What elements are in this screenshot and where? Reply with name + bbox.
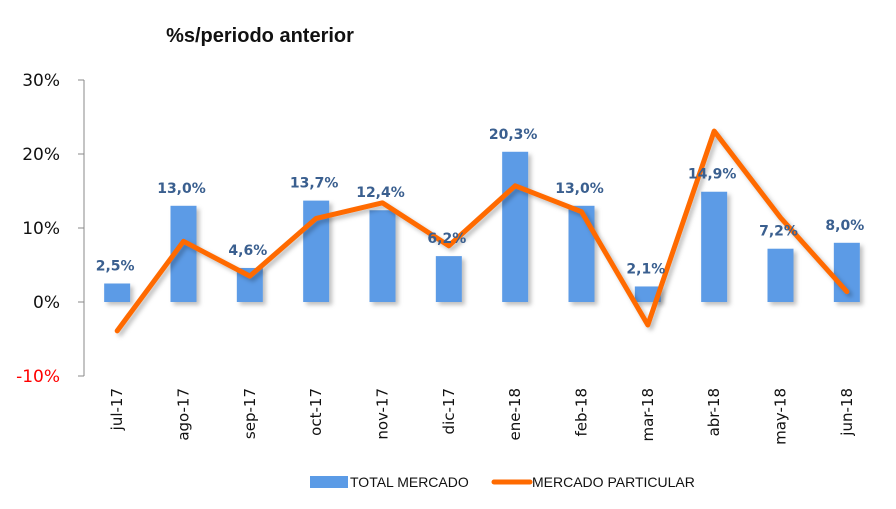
data-label-ago-17: 13,0% xyxy=(157,181,206,197)
y-tick-label: 30% xyxy=(22,71,60,91)
data-label-sep-17: 4,6% xyxy=(228,243,267,259)
legend-label-mercado-particular: MERCADO PARTICULAR xyxy=(532,474,695,490)
x-tick-label: oct-17 xyxy=(307,388,325,436)
x-tick-label: abr-18 xyxy=(705,388,723,436)
bar-series xyxy=(104,151,860,302)
y-tick-label: -10% xyxy=(16,367,60,387)
bar-abr-18 xyxy=(701,191,728,302)
data-label-mar-18: 2,1% xyxy=(626,261,665,277)
line-mercado-particular xyxy=(114,128,850,334)
bar-ene-18 xyxy=(502,151,529,302)
bar-nov-17 xyxy=(369,210,396,302)
bar-jul-17 xyxy=(104,283,131,302)
x-axis: jul-17 ago-17 sep-17 oct-17 nov-17 dic-17 ene-… xyxy=(108,388,856,445)
data-label-abr-18: 14,9% xyxy=(688,167,737,183)
chart-title: %s/periodo anterior xyxy=(166,25,354,47)
legend-label-total-mercado: TOTAL MERCADO xyxy=(350,474,469,490)
bar-feb-18 xyxy=(568,205,595,302)
data-label-ene-18: 20,3% xyxy=(489,127,538,143)
x-tick-label: jul-17 xyxy=(108,388,126,431)
x-tick-label: mar-18 xyxy=(639,388,657,442)
x-tick-label: ago-17 xyxy=(175,388,193,441)
data-label-may-18: 7,2% xyxy=(759,224,798,240)
data-label-nov-17: 12,4% xyxy=(356,185,405,201)
x-tick-label: ene-18 xyxy=(506,388,524,440)
x-tick-label: dic-17 xyxy=(440,388,458,434)
line-series xyxy=(114,128,850,334)
x-tick-label: feb-18 xyxy=(573,388,591,437)
y-tick-label: 10% xyxy=(22,219,60,239)
bar-mar-18 xyxy=(634,286,661,302)
x-tick-label: nov-17 xyxy=(374,388,392,440)
x-tick-label: sep-17 xyxy=(241,388,259,439)
data-label-feb-18: 13,0% xyxy=(555,181,604,197)
y-axis: -10% 0% 10% 20% 30% xyxy=(16,71,85,387)
legend: TOTAL MERCADO MERCADO PARTICULAR xyxy=(310,474,695,490)
y-tick-label: 0% xyxy=(33,293,60,313)
data-label-jul-17: 2,5% xyxy=(96,259,135,275)
x-tick-label: jun-18 xyxy=(838,388,856,437)
y-tick-label: 20% xyxy=(22,145,60,165)
x-tick-label: may-18 xyxy=(772,388,790,445)
data-label-dic-17: 6,2% xyxy=(427,231,466,247)
bar-dic-17 xyxy=(435,256,462,302)
bar-may-18 xyxy=(767,248,794,302)
data-labels: 2,5% 13,0% 4,6% 13,7% 12,4% 6,2% 20,3% 13,0% 2,1… xyxy=(96,127,864,278)
data-label-oct-17: 13,7% xyxy=(290,176,339,192)
legend-swatch-total-mercado xyxy=(310,476,348,488)
data-label-jun-18: 8,0% xyxy=(825,218,864,234)
